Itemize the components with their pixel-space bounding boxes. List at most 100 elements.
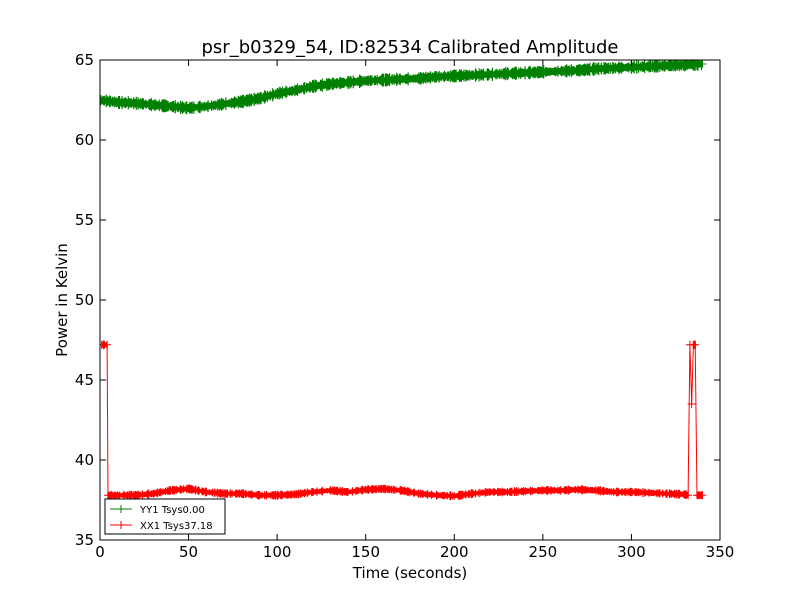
series-1-point: [308, 82, 317, 91]
y-tick-label: 55: [75, 211, 94, 229]
series-1-point: [592, 64, 600, 73]
series-1-point: [574, 66, 583, 75]
series-1-point: [680, 60, 689, 69]
series-2-point: [397, 486, 406, 495]
series-1-point: [645, 62, 654, 71]
plot-area: [100, 60, 707, 501]
series-2-point: [687, 400, 696, 408]
series-2-point: [627, 488, 636, 496]
series-1-point: [100, 96, 104, 104]
series-2-point: [326, 486, 335, 495]
series-2-point: [361, 485, 370, 494]
y-axis-label: Power in Kelvin: [53, 243, 71, 357]
series-2-point: [106, 491, 115, 500]
chart-title: psr_b0329_54, ID:82534 Calibrated Amplit…: [202, 37, 619, 58]
series-1-point: [184, 104, 193, 112]
series-2-point: [468, 489, 476, 498]
legend: YY1 Tsys0.00 XX1 Tsys37.18: [104, 498, 226, 535]
y-tick-label: 40: [75, 451, 94, 469]
series-1-point: [237, 97, 246, 106]
series-1-point: [290, 86, 299, 95]
series-2-point: [290, 490, 299, 499]
x-tick-label: 300: [617, 543, 646, 561]
legend-marker: [117, 505, 125, 513]
series-1-point: [468, 71, 476, 80]
series-2-point: [202, 488, 211, 496]
x-tick-label: 350: [706, 543, 735, 561]
legend-box: [104, 498, 226, 535]
series-1: [100, 60, 707, 115]
series-2-point: [609, 488, 618, 496]
series-2-point: [556, 486, 565, 495]
series-2-point: [432, 491, 441, 500]
series-2-point: [521, 487, 530, 496]
series-1-point: [166, 102, 175, 111]
series-1-point: [131, 99, 140, 108]
series-1-point: [379, 76, 388, 84]
series-2-point: [273, 491, 282, 500]
series-2-point: [691, 340, 700, 349]
series-1-point: [113, 98, 122, 107]
series-1-point: [273, 89, 282, 98]
series-1-point: [609, 64, 618, 72]
series-2: [100, 340, 707, 501]
series-2-point: [662, 489, 671, 498]
axis-ticks: 0 50 100 150 200 250 300 350 35 40 45 50 55 60 65: [75, 51, 734, 561]
series-2-point: [237, 489, 246, 498]
series-2-point: [149, 489, 158, 498]
series-1-point: [149, 100, 158, 109]
series-2-point: [344, 488, 352, 496]
series-2-point: [698, 491, 707, 500]
series-2-point: [220, 489, 228, 498]
series-1-point: [521, 68, 530, 77]
series-2-point: [592, 486, 600, 495]
x-tick-label: 50: [179, 543, 198, 561]
series-2-point: [503, 488, 512, 496]
series-2-point: [166, 486, 175, 495]
series-1-point: [432, 72, 441, 81]
series-1-point: [220, 100, 228, 108]
series-2-point: [103, 340, 112, 349]
x-tick-label: 100: [263, 543, 292, 561]
x-tick-label: 250: [529, 543, 558, 561]
series-2-point: [308, 488, 317, 496]
series-1-point: [662, 61, 671, 70]
y-tick-label: 50: [75, 291, 94, 309]
series-1-point: [414, 74, 423, 83]
series-2-point: [414, 489, 423, 498]
series-1-point: [397, 75, 406, 84]
legend-label: XX1 Tsys37.18: [140, 521, 213, 532]
series-2-point: [574, 485, 583, 494]
y-tick-label: 65: [75, 51, 94, 69]
series-1-point: [698, 60, 707, 68]
series-2-point: [645, 488, 654, 497]
series-1-point: [255, 94, 264, 103]
series-1-point: [485, 70, 494, 79]
legend-marker: [117, 521, 125, 529]
series-1-point: [538, 68, 547, 76]
series-1-point: [361, 76, 370, 85]
x-tick-label: 150: [351, 543, 380, 561]
series-1-point: [556, 67, 565, 76]
y-tick-label: 45: [75, 371, 94, 389]
series-2-point: [684, 491, 693, 500]
series-2-point: [131, 491, 140, 500]
y-tick-label: 60: [75, 131, 94, 149]
series-2-point: [485, 488, 494, 496]
series-2-point: [379, 484, 388, 493]
series-2-point: [680, 490, 689, 499]
series-2-point: [538, 486, 547, 495]
x-tick-label: 200: [440, 543, 469, 561]
series-2-point: [450, 492, 459, 500]
legend-label: YY1 Tsys0.00: [139, 505, 205, 516]
series-2-point: [113, 491, 122, 500]
x-axis-label: Time (seconds): [352, 564, 468, 582]
series-1-point: [202, 102, 211, 111]
series-2-point: [255, 491, 264, 500]
y-tick-label: 35: [75, 531, 94, 549]
x-tick-label: 0: [95, 543, 105, 561]
series-1-point: [344, 78, 352, 87]
series-1-point: [450, 72, 459, 80]
